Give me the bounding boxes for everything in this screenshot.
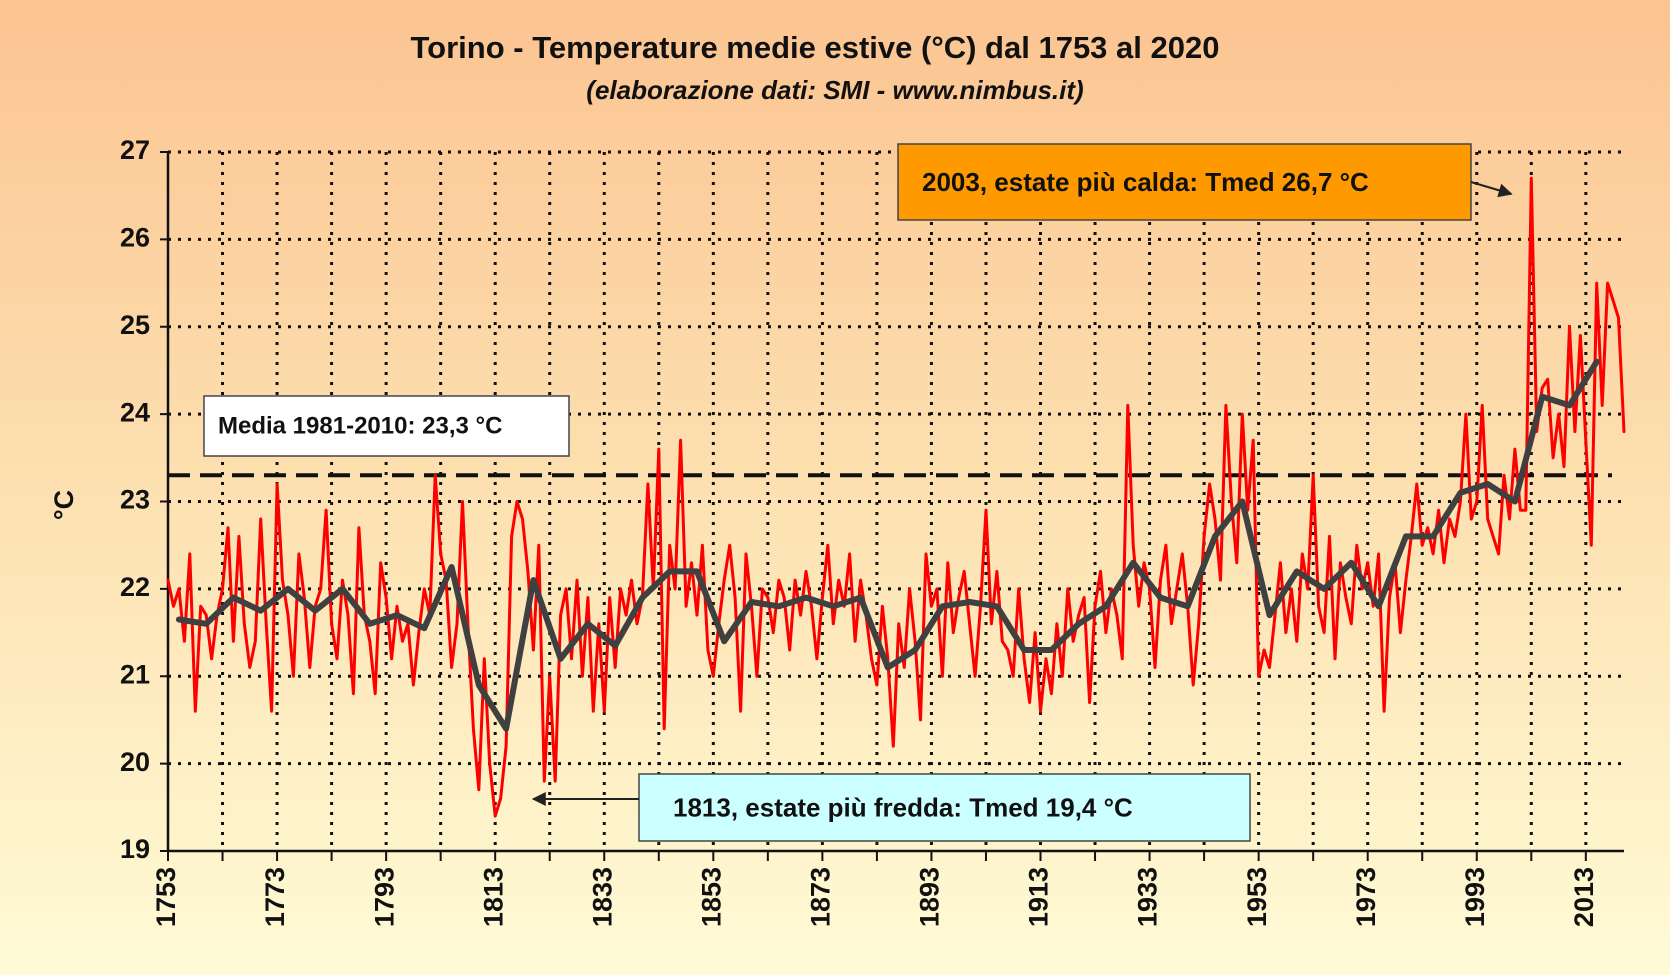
chart-title: Torino - Temperature medie estive (°C) d… — [411, 30, 1220, 65]
reference-label: Media 1981-2010: 23,3 °C — [218, 412, 502, 439]
x-tick-label: 1893 — [915, 867, 945, 927]
series-line — [175, 358, 1600, 732]
x-tick-label: 1993 — [1460, 867, 1490, 927]
y-tick-label: 20 — [120, 747, 150, 777]
x-tick-label: 1953 — [1242, 867, 1272, 927]
x-tick-label: 1753 — [151, 867, 181, 927]
annotation-text: 2003, estate più calda: Tmed 26,7 °C — [922, 167, 1369, 197]
x-tick-label: 1853 — [696, 867, 726, 927]
x-tick-label: 1793 — [369, 867, 399, 927]
y-tick-label: 21 — [120, 659, 150, 689]
x-tick-label: 1973 — [1351, 867, 1381, 927]
y-tick-label: 19 — [120, 834, 150, 864]
y-tick-label: 24 — [120, 397, 150, 427]
annotation-box — [897, 143, 1472, 221]
y-axis-label: °C — [49, 490, 79, 520]
annotation-box — [638, 773, 1251, 842]
annotation-text: 1813, estate più fredda: Tmed 19,4 °C — [673, 792, 1133, 822]
y-tick-label: 26 — [120, 223, 150, 253]
annotation-arrow — [1470, 181, 1513, 198]
series-line — [166, 176, 1626, 818]
x-tick-label: 1833 — [587, 867, 617, 927]
x-tick-label: 1773 — [260, 867, 290, 927]
x-tick-label: 1813 — [478, 867, 508, 927]
x-tick-label: 2013 — [1569, 867, 1599, 927]
x-tick-label: 1873 — [806, 867, 836, 927]
chart-subtitle: (elaborazione dati: SMI - www.nimbus.it) — [586, 75, 1083, 105]
y-tick-label: 22 — [120, 572, 150, 602]
reference-label-box — [203, 395, 570, 457]
y-tick-label: 25 — [120, 310, 150, 340]
x-tick-label: 1913 — [1024, 867, 1054, 927]
y-tick-label: 23 — [120, 485, 150, 515]
x-tick-label: 1933 — [1133, 867, 1163, 927]
y-tick-label: 27 — [120, 135, 150, 165]
